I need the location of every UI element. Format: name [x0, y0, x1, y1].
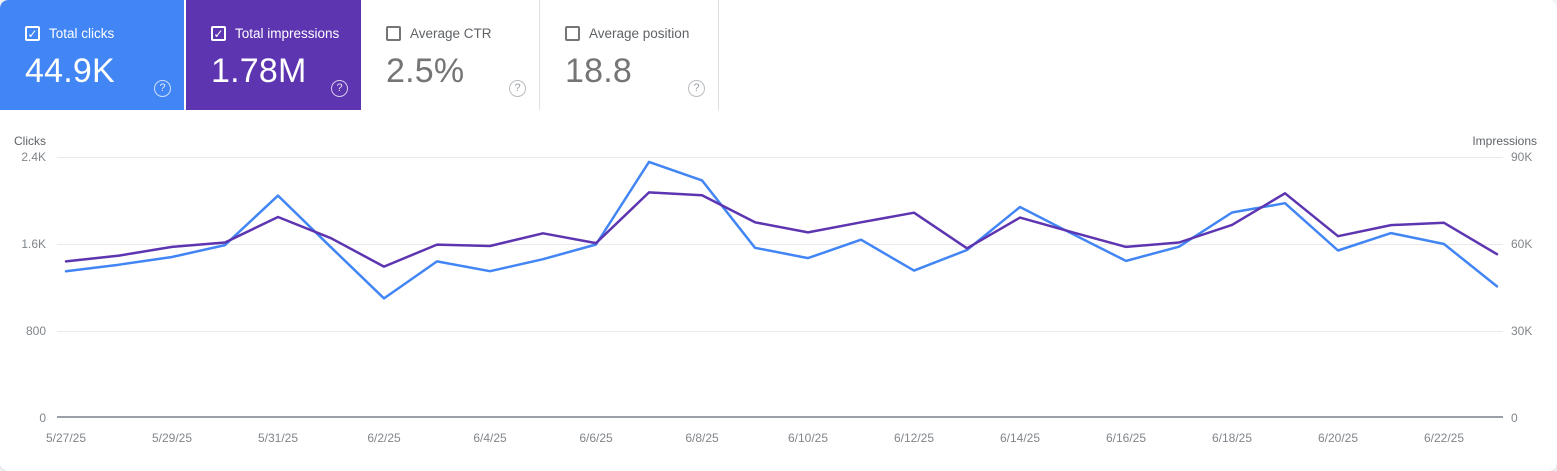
right-tick-label: 0: [1511, 411, 1518, 425]
card-header: ✓ Total impressions: [211, 26, 361, 41]
date-label: 6/10/25: [787, 431, 829, 445]
left-tick-label: 2.4K: [21, 150, 46, 164]
right-axis-title: Impressions: [1472, 134, 1537, 148]
gridline: [57, 331, 1503, 332]
date-label: 6/12/25: [893, 431, 935, 445]
date-label: 5/27/25: [45, 431, 87, 445]
card-average-position[interactable]: Average position 18.8 ?: [540, 0, 719, 110]
date-label: 6/22/25: [1423, 431, 1465, 445]
date-label: 6/6/25: [579, 431, 613, 445]
metric-label: Average position: [589, 26, 690, 41]
metric-value: 2.5%: [386, 52, 465, 90]
date-label: 6/8/25: [685, 431, 719, 445]
left-tick-label: 0: [39, 411, 46, 425]
date-label: 6/14/25: [999, 431, 1041, 445]
right-tick-label: 60K: [1511, 237, 1533, 251]
clicks-line: [64, 160, 1499, 300]
metric-label: Total impressions: [235, 26, 340, 41]
help-icon[interactable]: ?: [509, 80, 526, 97]
help-icon[interactable]: ?: [154, 80, 171, 97]
right-tick-label: 90K: [1511, 150, 1533, 164]
metric-card-row: ✓ Total clicks 44.9K ? ✓ Total impressio…: [0, 0, 719, 110]
right-tick-label: 30K: [1511, 324, 1533, 338]
card-header: Average CTR: [386, 26, 539, 41]
metric-label: Total clicks: [49, 26, 115, 41]
gridline: [57, 244, 1503, 245]
card-total-impressions[interactable]: ✓ Total impressions 1.78M ?: [186, 0, 361, 110]
metric-label: Average CTR: [410, 26, 492, 41]
date-label: 6/16/25: [1105, 431, 1147, 445]
date-label: 6/2/25: [367, 431, 401, 445]
card-total-clicks[interactable]: ✓ Total clicks 44.9K ?: [0, 0, 184, 110]
left-axis-title: Clicks: [14, 134, 46, 148]
left-tick-label: 1.6K: [21, 237, 46, 251]
gridline: [57, 157, 1503, 158]
left-tick-label: 800: [25, 324, 46, 338]
metric-value: 1.78M: [211, 52, 307, 90]
date-label: 5/31/25: [257, 431, 299, 445]
checkbox-icon[interactable]: ✓: [25, 26, 40, 41]
date-label: 5/29/25: [151, 431, 193, 445]
card-header: ✓ Total clicks: [25, 26, 184, 41]
card-header: Average position: [565, 26, 718, 41]
date-label: 6/4/25: [473, 431, 507, 445]
checkbox-icon[interactable]: [565, 26, 580, 41]
impressions-line: [64, 191, 1499, 268]
x-axis-line: [57, 416, 1503, 418]
card-average-ctr[interactable]: Average CTR 2.5% ?: [361, 0, 540, 110]
help-icon[interactable]: ?: [331, 80, 348, 97]
checkbox-icon[interactable]: ✓: [211, 26, 226, 41]
chart-canvas[interactable]: [57, 157, 1503, 418]
date-label: 6/18/25: [1211, 431, 1253, 445]
help-icon[interactable]: ?: [688, 80, 705, 97]
date-label: 6/20/25: [1317, 431, 1359, 445]
metric-value: 44.9K: [25, 52, 115, 90]
checkbox-icon[interactable]: [386, 26, 401, 41]
metric-value: 18.8: [565, 52, 632, 90]
